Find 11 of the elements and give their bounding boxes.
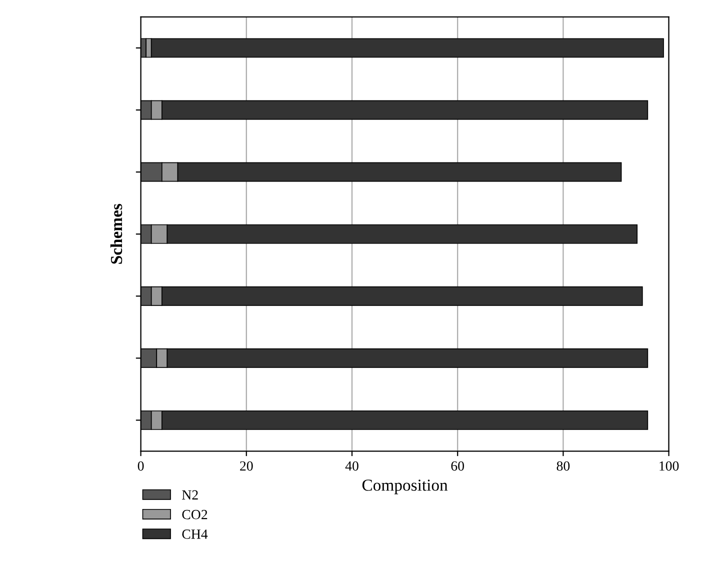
x-tick-label: 20	[240, 461, 253, 471]
legend-label: N2	[182, 490, 198, 500]
legend-label: CH4	[182, 530, 208, 539]
legend-label: CO2	[182, 510, 208, 520]
y-axis-title: Schemes	[110, 204, 122, 264]
x-axis-title: Composition	[362, 480, 448, 494]
x-tick-label: 40	[345, 461, 358, 471]
x-tick-label: 0	[138, 461, 144, 471]
x-tick-label: 60	[451, 461, 464, 471]
x-tick-label: 80	[556, 461, 570, 471]
x-tick-label: 100	[660, 461, 679, 471]
